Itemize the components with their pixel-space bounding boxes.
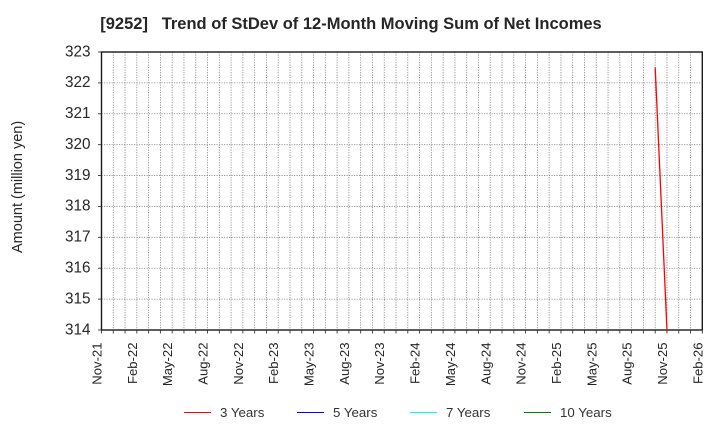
svg-text:Aug-23: Aug-23 xyxy=(337,343,352,385)
svg-text:Feb-25: Feb-25 xyxy=(549,343,564,385)
svg-text:Aug-24: Aug-24 xyxy=(478,343,493,385)
svg-text:Aug-22: Aug-22 xyxy=(196,343,211,385)
svg-text:319: 319 xyxy=(65,167,91,184)
svg-text:320: 320 xyxy=(65,136,91,153)
svg-text:317: 317 xyxy=(65,229,91,246)
svg-text:Feb-26: Feb-26 xyxy=(690,343,705,385)
svg-text:323: 323 xyxy=(65,43,91,60)
svg-text:Aug-25: Aug-25 xyxy=(620,343,635,385)
svg-text:Nov-24: Nov-24 xyxy=(514,343,529,385)
svg-text:Nov-21: Nov-21 xyxy=(90,343,105,385)
svg-text:Feb-22: Feb-22 xyxy=(125,343,140,385)
svg-text:May-24: May-24 xyxy=(443,343,458,387)
svg-text:321: 321 xyxy=(65,105,91,122)
svg-text:318: 318 xyxy=(65,198,91,215)
svg-text:322: 322 xyxy=(65,74,91,91)
svg-text:May-22: May-22 xyxy=(160,343,175,387)
svg-text:Feb-24: Feb-24 xyxy=(408,343,423,385)
svg-text:Nov-25: Nov-25 xyxy=(655,343,670,385)
svg-text:Feb-23: Feb-23 xyxy=(266,343,281,385)
svg-text:316: 316 xyxy=(65,260,91,277)
svg-text:Nov-22: Nov-22 xyxy=(231,343,246,385)
svg-text:Nov-23: Nov-23 xyxy=(372,343,387,385)
svg-text:May-23: May-23 xyxy=(302,343,317,387)
svg-text:315: 315 xyxy=(65,290,91,307)
svg-text:May-25: May-25 xyxy=(584,343,599,387)
svg-text:314: 314 xyxy=(65,321,91,338)
